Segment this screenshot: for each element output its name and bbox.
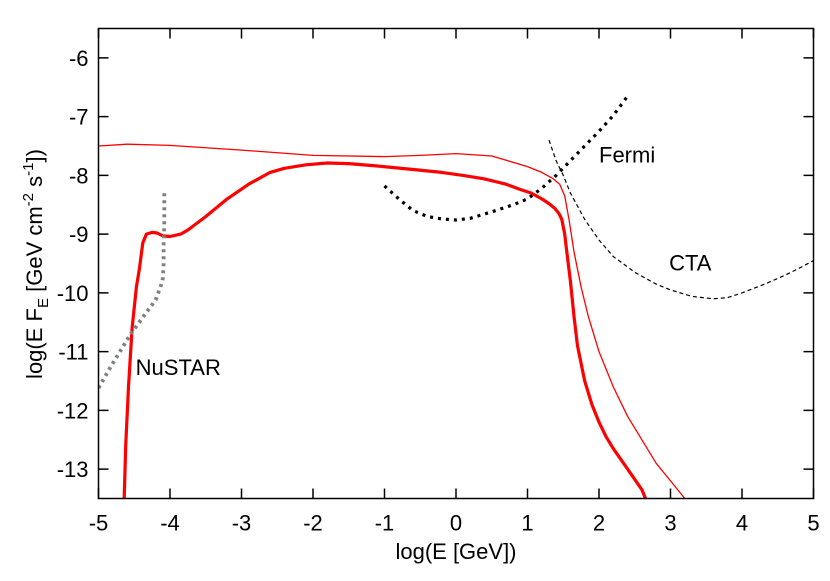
x-tick-label: -1: [375, 511, 395, 536]
series-line: [383, 95, 629, 222]
tick-marks: [97, 28, 815, 499]
y-tick-label: -11: [58, 340, 88, 365]
curves: [98, 95, 814, 499]
y-tick-label: -12: [57, 398, 89, 423]
series-line: [98, 143, 686, 499]
y-tick-label: -9: [69, 222, 89, 247]
y-tick-labels: -13 -12 -11 -10 -9 -8 -7 -6: [57, 46, 89, 482]
y-tick-label: -10: [57, 281, 89, 306]
x-tick-label: 5: [807, 511, 819, 536]
x-tick-label: -2: [303, 511, 323, 536]
x-tick-label: 2: [593, 511, 605, 536]
y-title-sup2: -1: [20, 163, 37, 176]
x-tick-label: -4: [160, 511, 180, 536]
y-title-prefix: log(E F: [22, 308, 47, 379]
y-tick-label: -13: [57, 457, 89, 482]
y-title-mid: [GeV cm: [22, 206, 47, 298]
annotations: Fermi CTA NuSTAR: [136, 142, 712, 380]
x-tick-label: -5: [89, 511, 109, 536]
series-line: [548, 139, 814, 300]
x-tick-label: -3: [232, 511, 252, 536]
x-tick-labels: -5 -4 -3 -2 -1 0 1 2 3 4 5: [89, 511, 820, 536]
x-tick-label: 3: [664, 511, 676, 536]
y-title-suffix: ]): [22, 149, 47, 162]
y-tick-label: -7: [69, 105, 89, 130]
annotation-label: NuSTAR: [136, 355, 221, 380]
annotation-label: Fermi: [599, 142, 655, 167]
y-title-sup1: -2: [20, 193, 37, 206]
series-line: [122, 161, 647, 499]
y-tick-label: -6: [69, 46, 89, 71]
plot-frame: [97, 27, 815, 500]
y-axis-title: log(E FE [GeV cm-2 s-1]): [20, 149, 52, 379]
y-tick-label: -8: [69, 163, 89, 188]
y-title-sub: E: [35, 298, 52, 308]
y-title-mid2: s: [22, 176, 47, 193]
x-tick-label: 0: [450, 511, 462, 536]
annotation-label: CTA: [669, 251, 712, 276]
x-tick-label: 1: [521, 511, 533, 536]
x-tick-label: 4: [736, 511, 748, 536]
x-axis-title: log(E [GeV]): [395, 539, 516, 564]
